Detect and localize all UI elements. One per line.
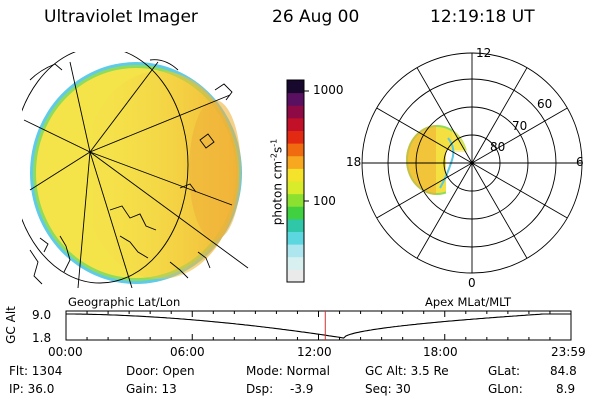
mlt-label-top: 12 — [476, 46, 492, 60]
lat-lon-grid — [22, 52, 249, 288]
dsp-label: Dsp: — [246, 382, 274, 396]
left-panel-caption: Geographic Lat/Lon — [68, 295, 181, 309]
colorbar-strip — [287, 206, 304, 220]
ip-value: IP: 36.0 — [9, 382, 55, 396]
polar-plot-panel — [361, 52, 583, 274]
colorbar — [286, 79, 309, 283]
polar-grid — [361, 52, 583, 274]
time-tick-0000: 00:00 — [48, 345, 83, 359]
altitude-ytick-high: 9.0 — [32, 308, 52, 322]
colorbar-tick-high: 1000 — [313, 83, 344, 97]
door-status: Door: Open — [126, 364, 195, 378]
mlat-label-60: 60 — [537, 97, 553, 111]
mode-value: Mode: Normal — [246, 364, 330, 378]
mlt-label-right: 6 — [576, 155, 584, 169]
time-tick-0600: 06:00 — [170, 345, 205, 359]
geographic-image-panel — [22, 52, 249, 288]
mlt-label-bottom: 0 — [468, 276, 476, 290]
colorbar-strip — [287, 244, 304, 258]
altitude-axis-label: GC Alt — [4, 306, 18, 344]
colorbar-strips — [287, 80, 304, 283]
altitude-ytick-low: 1.8 — [32, 331, 52, 345]
colorbar-strip — [287, 92, 304, 106]
time-tick-1800: 18:00 — [423, 345, 458, 359]
colorbar-strip — [287, 155, 304, 169]
gc-altitude: GC Alt: 3.5 Re — [365, 364, 449, 378]
image-time: 12:19:18 UT — [430, 7, 535, 27]
instrument-title: Ultraviolet Imager — [44, 7, 198, 27]
mlt-label-left: 18 — [346, 155, 362, 169]
altitude-ticks — [65, 311, 572, 340]
colorbar-strip — [287, 143, 304, 157]
colorbar-strip — [287, 231, 304, 245]
colorbar-unit-label: photon cm-2s-1 — [269, 138, 285, 226]
gain-value: Gain: 13 — [126, 382, 177, 396]
sequence-number: Seq: 30 — [365, 382, 411, 396]
colorbar-strip — [287, 130, 304, 144]
colorbar-strip — [287, 105, 304, 119]
glat-label: GLat: — [488, 364, 521, 378]
glon-value: 8.9 — [556, 382, 576, 396]
glat-value: 84.8 — [550, 364, 577, 378]
coastline-overlay — [29, 59, 233, 285]
colorbar-strip — [287, 218, 304, 232]
right-panel-caption: Apex MLat/MLT — [425, 295, 512, 309]
earth-disc-image — [30, 62, 242, 284]
colorbar-strip — [287, 181, 304, 195]
colorbar-strip — [287, 256, 304, 270]
dsp-value: -3.9 — [290, 382, 314, 396]
time-tick-2359: 23:59 — [551, 345, 586, 359]
colorbar-strip — [287, 80, 304, 94]
time-tick-1200: 12:00 — [297, 345, 332, 359]
mlat-label-80: 80 — [490, 140, 506, 154]
mlat-label-70: 70 — [512, 119, 528, 133]
colorbar-strip — [287, 269, 304, 283]
auroral-oval-image — [406, 125, 468, 195]
colorbar-strip — [287, 193, 304, 207]
colorbar-tick-low: 100 — [313, 194, 336, 208]
glon-label: GLon: — [488, 382, 523, 396]
flight-number: Flt: 1304 — [9, 364, 63, 378]
altitude-plot — [65, 310, 572, 341]
colorbar-strip — [287, 168, 304, 182]
image-date: 26 Aug 00 — [272, 7, 360, 27]
colorbar-strip — [287, 117, 304, 131]
